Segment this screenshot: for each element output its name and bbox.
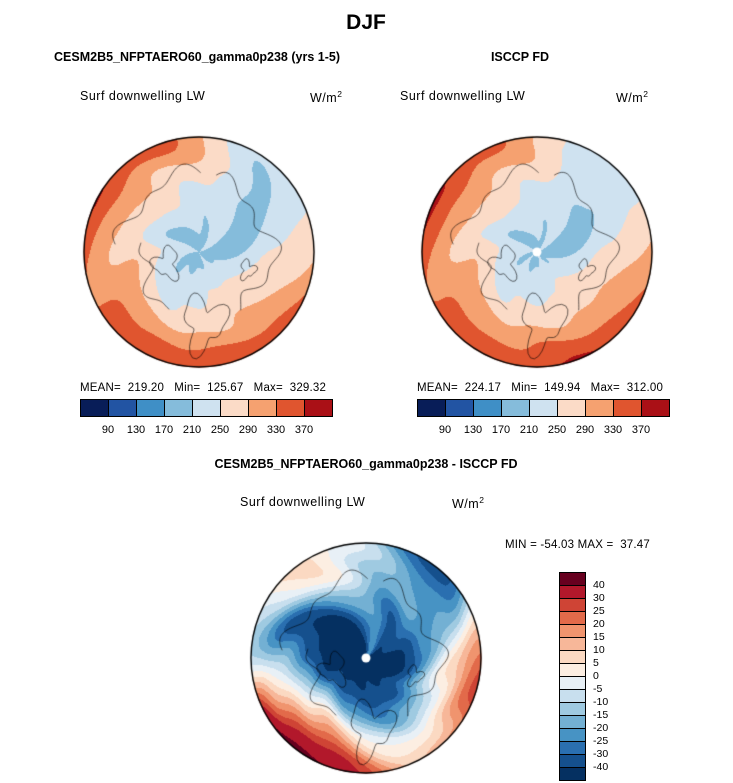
units-text: W/m bbox=[452, 497, 480, 512]
colorbar-tick-label: 5 bbox=[593, 657, 599, 669]
colorbar-box bbox=[559, 572, 586, 586]
obs-units-label: W/m2 bbox=[616, 89, 648, 105]
colorbar-box bbox=[192, 399, 221, 417]
colorbar-tick-label: 330 bbox=[266, 424, 286, 436]
colorbar-tick-label: 130 bbox=[126, 424, 146, 436]
colorbar-box bbox=[473, 399, 502, 417]
colorbar-box bbox=[136, 399, 165, 417]
colorbar-box bbox=[276, 399, 305, 417]
colorbar-box bbox=[559, 689, 586, 703]
colorbar-box bbox=[559, 767, 586, 781]
colorbar-box bbox=[529, 399, 558, 417]
colorbar-box bbox=[559, 624, 586, 638]
colorbar-tick-label: 290 bbox=[575, 424, 595, 436]
colorbar-tick-label: 90 bbox=[101, 424, 115, 436]
colorbar-box bbox=[559, 728, 586, 742]
colorbar-box bbox=[417, 399, 446, 417]
colorbar-box bbox=[164, 399, 193, 417]
model-variable-label: Surf downwelling LW bbox=[80, 89, 206, 103]
colorbar-tick-label: 170 bbox=[154, 424, 174, 436]
units-exponent: 2 bbox=[479, 495, 485, 505]
colorbar-tick-label: 90 bbox=[438, 424, 452, 436]
season-title: DJF bbox=[346, 11, 386, 34]
colorbar-box bbox=[557, 399, 586, 417]
colorbar-box bbox=[641, 399, 670, 417]
colorbar-tick-label: 40 bbox=[593, 579, 605, 591]
colorbar-tick-label: 250 bbox=[210, 424, 230, 436]
model-panel-title: CESM2B5_NFPTAERO60_gamma0p238 (yrs 1-5) bbox=[54, 50, 340, 64]
colorbar-box bbox=[304, 399, 333, 417]
diff-units-label: W/m2 bbox=[452, 495, 484, 511]
colorbar-box bbox=[559, 663, 586, 677]
colorbar-box bbox=[559, 650, 586, 664]
colorbar-box bbox=[220, 399, 249, 417]
colorbar-tick-label: 250 bbox=[547, 424, 567, 436]
colorbar-tick-label: 290 bbox=[238, 424, 258, 436]
colorbar-tick-label: 130 bbox=[463, 424, 483, 436]
units-exponent: 2 bbox=[643, 89, 649, 99]
colorbar-tick-label: 210 bbox=[519, 424, 539, 436]
colorbar-tick-label: -5 bbox=[593, 683, 603, 695]
colorbar-box bbox=[559, 741, 586, 755]
colorbar-box bbox=[445, 399, 474, 417]
obs-variable-label: Surf downwelling LW bbox=[400, 89, 526, 103]
colorbar-box bbox=[559, 637, 586, 651]
model-polar-map bbox=[82, 135, 316, 369]
colorbar-tick-label: -20 bbox=[593, 722, 609, 734]
colorbar-tick-label: 370 bbox=[294, 424, 314, 436]
colorbar-box bbox=[80, 399, 109, 417]
colorbar-box bbox=[559, 702, 586, 716]
colorbar-box bbox=[559, 754, 586, 768]
colorbar-box bbox=[559, 676, 586, 690]
colorbar-tick-label: 0 bbox=[593, 670, 599, 682]
model-units-label: W/m2 bbox=[310, 89, 342, 105]
obs-polar-map bbox=[420, 135, 654, 369]
colorbar-box bbox=[559, 715, 586, 729]
colorbar-box bbox=[559, 598, 586, 612]
colorbar-tick-label: -40 bbox=[593, 761, 609, 773]
colorbar-box bbox=[613, 399, 642, 417]
obs-panel-title: ISCCP FD bbox=[490, 50, 550, 64]
colorbar-tick-label: 10 bbox=[593, 644, 605, 656]
colorbar-box bbox=[559, 585, 586, 599]
units-text: W/m bbox=[616, 91, 644, 106]
colorbar-box bbox=[585, 399, 614, 417]
colorbar-tick-label: 15 bbox=[593, 631, 605, 643]
units-text: W/m bbox=[310, 91, 338, 106]
diff-polar-map bbox=[249, 541, 483, 775]
colorbar-tick-label: 20 bbox=[593, 618, 605, 630]
colorbar-tick-label: -15 bbox=[593, 709, 609, 721]
colorbar-tick-label: 170 bbox=[491, 424, 511, 436]
colorbar-tick-label: 210 bbox=[182, 424, 202, 436]
units-exponent: 2 bbox=[337, 89, 343, 99]
colorbar-tick-label: 370 bbox=[631, 424, 651, 436]
colorbar-box bbox=[108, 399, 137, 417]
colorbar-tick-label: 30 bbox=[593, 592, 605, 604]
colorbar-box bbox=[559, 611, 586, 625]
colorbar-box bbox=[501, 399, 530, 417]
colorbar-tick-label: -25 bbox=[593, 735, 609, 747]
colorbar-box bbox=[248, 399, 277, 417]
colorbar-tick-label: 330 bbox=[603, 424, 623, 436]
colorbar-tick-label: -30 bbox=[593, 748, 609, 760]
diff-panel-title: CESM2B5_NFPTAERO60_gamma0p238 - ISCCP FD bbox=[214, 457, 518, 471]
model-stats-line: MEAN= 219.20 Min= 125.67 Max= 329.32 bbox=[80, 382, 327, 394]
obs-stats-line: MEAN= 224.17 Min= 149.94 Max= 312.00 bbox=[417, 382, 664, 394]
colorbar-tick-label: -10 bbox=[593, 696, 609, 708]
diff-minmax-line: MIN = -54.03 MAX = 37.47 bbox=[505, 539, 650, 551]
colorbar-tick-label: 25 bbox=[593, 605, 605, 617]
diff-variable-label: Surf downwelling LW bbox=[240, 495, 366, 509]
